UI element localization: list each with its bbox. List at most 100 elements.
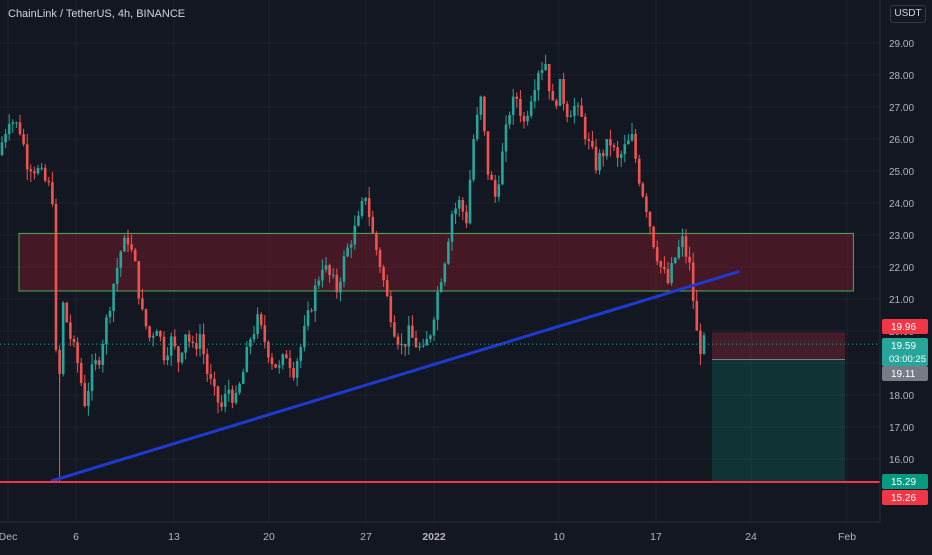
candle-body [295, 360, 299, 378]
candle-body [115, 267, 119, 285]
candle-body [364, 197, 367, 201]
candle-body [112, 284, 115, 311]
candle-body [558, 79, 562, 106]
currency-selector[interactable]: USDT [890, 5, 926, 23]
candle-body [79, 363, 83, 384]
candle-body [321, 269, 324, 281]
price-axis[interactable] [880, 0, 932, 550]
price-label-bg [882, 338, 928, 366]
candle-body [645, 196, 648, 213]
candle-body [33, 171, 36, 174]
candle-body [702, 335, 706, 355]
price-label-bg [882, 474, 928, 489]
price-label: 15.26 [891, 493, 916, 504]
candle-body [583, 116, 587, 140]
candle-body [634, 133, 637, 159]
resistance-zone[interactable] [18, 232, 854, 292]
candle-body [357, 215, 360, 226]
price-tick-label: 25.00 [889, 167, 914, 178]
candle-body [623, 144, 627, 154]
price-label-bg [882, 366, 928, 381]
candle-body [382, 267, 385, 281]
candle-body [591, 140, 594, 147]
candle-body [184, 334, 187, 353]
candle-body [699, 330, 702, 355]
candle-body [43, 167, 47, 181]
candle-body [151, 335, 155, 338]
candle-body [587, 139, 591, 141]
candle-body [148, 326, 151, 338]
candle-body [569, 115, 573, 117]
price-tick-label: 21.00 [889, 295, 914, 306]
time-tick-label: 6 [73, 531, 79, 543]
candle-body [551, 91, 555, 101]
candle-body [353, 225, 357, 245]
take-profit-zone[interactable] [712, 359, 845, 482]
candle-body [310, 310, 313, 312]
trendline[interactable] [50, 270, 740, 483]
candle-body [436, 292, 439, 320]
candle-body [87, 391, 90, 407]
candle-body [209, 374, 213, 379]
candle-body [331, 274, 335, 276]
candle-body [220, 402, 223, 407]
price-label: 19.11 [891, 369, 916, 380]
candle-body [141, 298, 144, 310]
candle-body [447, 241, 450, 264]
candle-body [162, 336, 166, 361]
stop-loss-zone[interactable] [712, 332, 845, 360]
candle-body [432, 319, 436, 336]
candle-body [688, 256, 691, 263]
price-tick-label: 18.00 [889, 391, 914, 402]
price-label: 19.96 [891, 322, 916, 333]
price-tick-label: 17.00 [889, 423, 914, 434]
candle-body [684, 236, 688, 257]
candle-body [479, 96, 483, 115]
candle-body [411, 325, 414, 338]
candle-body [306, 310, 310, 326]
candle-body [324, 265, 328, 270]
candle-body [126, 237, 130, 245]
candle-body [101, 344, 105, 365]
candle-body [234, 392, 238, 403]
candle-body [263, 325, 267, 343]
price-tick-label: 29.00 [889, 39, 914, 50]
candle-body [231, 389, 234, 403]
candle-body [472, 139, 475, 180]
candle-body [61, 302, 65, 374]
candle-body [637, 158, 641, 184]
candle-body [497, 184, 501, 197]
price-tick-label: 27.00 [889, 103, 914, 114]
price-label-bg [882, 490, 928, 505]
candle-body [177, 346, 180, 363]
candle-body [7, 124, 11, 134]
price-label-bg [882, 319, 928, 334]
candle-body [90, 364, 94, 392]
price-tick-label: 24.00 [889, 199, 914, 210]
candle-body [537, 73, 540, 91]
candle-body [465, 211, 468, 224]
candle-body [616, 147, 619, 158]
candle-body [166, 355, 169, 361]
time-tick-label: 17 [650, 531, 662, 543]
candle-body [328, 265, 331, 276]
price-label: 15.29 [891, 477, 916, 488]
candle-body [619, 153, 623, 158]
candle-body [198, 334, 202, 349]
candle-body [4, 133, 7, 143]
candle-body [133, 249, 137, 262]
candle-body [51, 182, 54, 204]
candle-body [277, 365, 281, 368]
chart-title[interactable]: ChainLink / TetherUS, 4h, BINANCE [8, 8, 186, 20]
candle-body [155, 330, 159, 336]
candle-body [501, 151, 504, 185]
candle-body [159, 330, 162, 337]
candle-body [609, 139, 612, 146]
candle-body [576, 105, 580, 107]
candle-body [245, 346, 249, 373]
candle-body [519, 98, 522, 117]
candle-body [256, 314, 259, 335]
candle-body [605, 139, 609, 157]
